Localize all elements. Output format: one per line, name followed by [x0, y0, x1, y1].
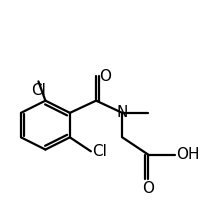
Text: Cl: Cl	[92, 144, 107, 159]
Text: N: N	[116, 105, 127, 120]
Text: Cl: Cl	[31, 83, 46, 98]
Text: OH: OH	[176, 147, 199, 162]
Text: O: O	[142, 181, 154, 196]
Text: O: O	[99, 69, 111, 84]
